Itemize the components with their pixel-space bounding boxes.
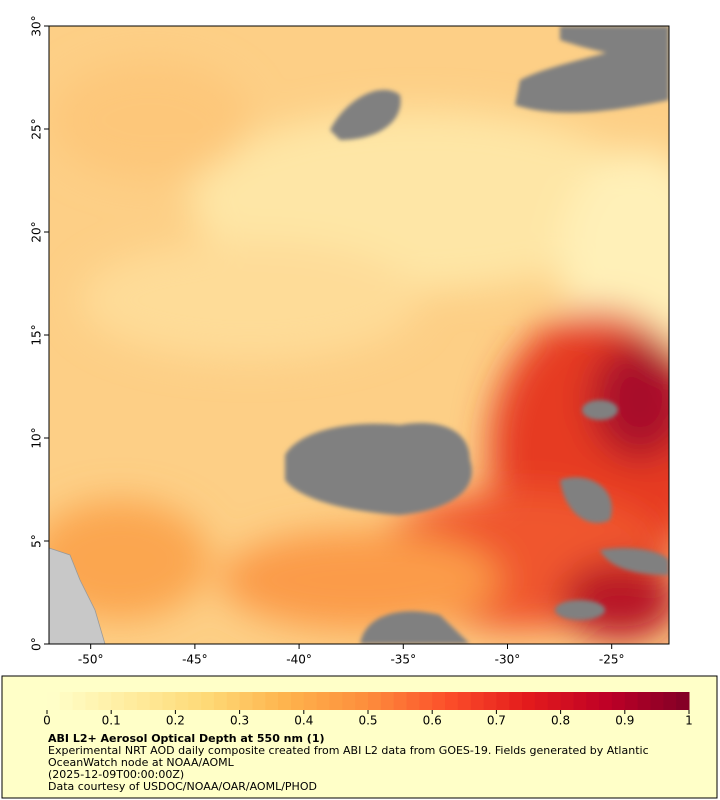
y-tick-label: 15°: [30, 324, 44, 345]
colorbar-tick-label: 0.8: [551, 714, 570, 728]
colorbar-segment: [650, 692, 664, 710]
colorbar-segment: [522, 692, 536, 710]
axes: -50° -45° -40° -35° -30° -25° 0° 5° 10° 15° 20° 25°…: [30, 15, 625, 666]
colorbar-segment: [393, 692, 408, 710]
colorbar-segment: [98, 692, 112, 710]
colorbar-segment: [380, 692, 395, 710]
colorbar-segment: [534, 692, 549, 710]
y-tick-label: 0°: [30, 637, 44, 651]
colorbar-segment: [432, 692, 446, 710]
land: [49, 547, 106, 644]
colorbar-tick-label: 0.1: [102, 714, 121, 728]
colorbar-segment: [470, 692, 485, 710]
colorbar-segment: [213, 692, 228, 710]
colorbar-tick-label: 0.9: [615, 714, 634, 728]
colorbar-segment: [496, 692, 510, 710]
colorbar-segment: [124, 692, 138, 710]
colorbar-tick-label: 0.2: [166, 714, 185, 728]
colorbar-segment: [59, 692, 74, 710]
colorbar-tick-label: 0.7: [487, 714, 506, 728]
colorbar-segment: [47, 692, 61, 710]
colorbar-segment: [111, 692, 125, 710]
colorbar-segment: [201, 692, 215, 710]
colorbar-segment: [72, 692, 87, 710]
colorbar-tick-label: 0.5: [358, 714, 377, 728]
colorbar-segment: [457, 692, 472, 710]
y-tick-label: 5°: [30, 534, 44, 548]
map-raster: [49, 26, 669, 644]
colorbar-segment: [509, 692, 523, 710]
colorbar-segment: [329, 692, 343, 710]
colorbar-segment: [136, 692, 151, 710]
colorbar-segment: [226, 692, 241, 710]
colorbar-segment: [175, 692, 189, 710]
colorbar-segment: [316, 692, 330, 710]
colorbar-segment: [637, 692, 651, 710]
colorbar-segment: [85, 692, 99, 710]
colorbar-segment: [676, 692, 690, 710]
colorbar-segment: [599, 692, 613, 710]
colorbar-segment: [278, 692, 292, 710]
time: (2025-12-09T00:00:00Z): [48, 768, 185, 781]
colorbar-segment: [419, 692, 433, 710]
x-tick-label: -25°: [599, 653, 625, 667]
colorbar-tick-label: 0.4: [294, 714, 313, 728]
colorbar-tick-label: 0.3: [230, 714, 249, 728]
colorbar-segment: [483, 692, 497, 710]
colorbar-segment: [303, 692, 318, 710]
colorbar-tick-label: 1: [685, 714, 693, 728]
x-tick-label: -35°: [390, 653, 416, 667]
colorbar-segment: [162, 692, 176, 710]
colorbar-segment: [355, 692, 369, 710]
x-tick-label: -40°: [286, 653, 312, 667]
colorbar-segment: [368, 692, 382, 710]
title: ABI L2+ Aerosol Optical Depth at 550 nm …: [48, 732, 325, 745]
x-tick-label: -50°: [78, 653, 104, 667]
colorbar-segment: [149, 692, 164, 710]
colorbar-segment: [188, 692, 202, 710]
credit: Data courtesy of USDOC/NOAA/OAR/AOML/PHO…: [48, 780, 317, 793]
y-tick-label: 25°: [30, 118, 44, 139]
colorbar-segment: [560, 692, 574, 710]
colorbar-segment: [663, 692, 677, 710]
colorbar-tick-label: 0: [43, 714, 51, 728]
colorbar-tick-label: 0.6: [423, 714, 442, 728]
y-tick-label: 30°: [30, 15, 44, 36]
y-tick-label: 20°: [30, 221, 44, 242]
colorbar-segment: [624, 692, 639, 710]
colorbar-segment: [547, 692, 562, 710]
x-tick-label: -45°: [182, 653, 208, 667]
colorbar-segment: [586, 692, 600, 710]
colorbar-segment: [290, 692, 305, 710]
colorbar-segment: [445, 692, 459, 710]
colorbar: 0 0.1 0.2 0.3 0.4 0.5 0.6 0.7 0.8 0.9 1: [43, 692, 693, 728]
colorbar-segment: [265, 692, 279, 710]
x-tick-label: -30°: [495, 653, 521, 667]
colorbar-segment: [239, 692, 253, 710]
colorbar-segment: [406, 692, 420, 710]
colorbar-segment: [342, 692, 356, 710]
colorbar-segment: [252, 692, 266, 710]
colorbar-segment: [611, 692, 626, 710]
description: Experimental NRT AOD daily composite cre…: [48, 744, 649, 769]
colorbar-segment: [573, 692, 587, 710]
y-tick-label: 10°: [30, 427, 44, 448]
